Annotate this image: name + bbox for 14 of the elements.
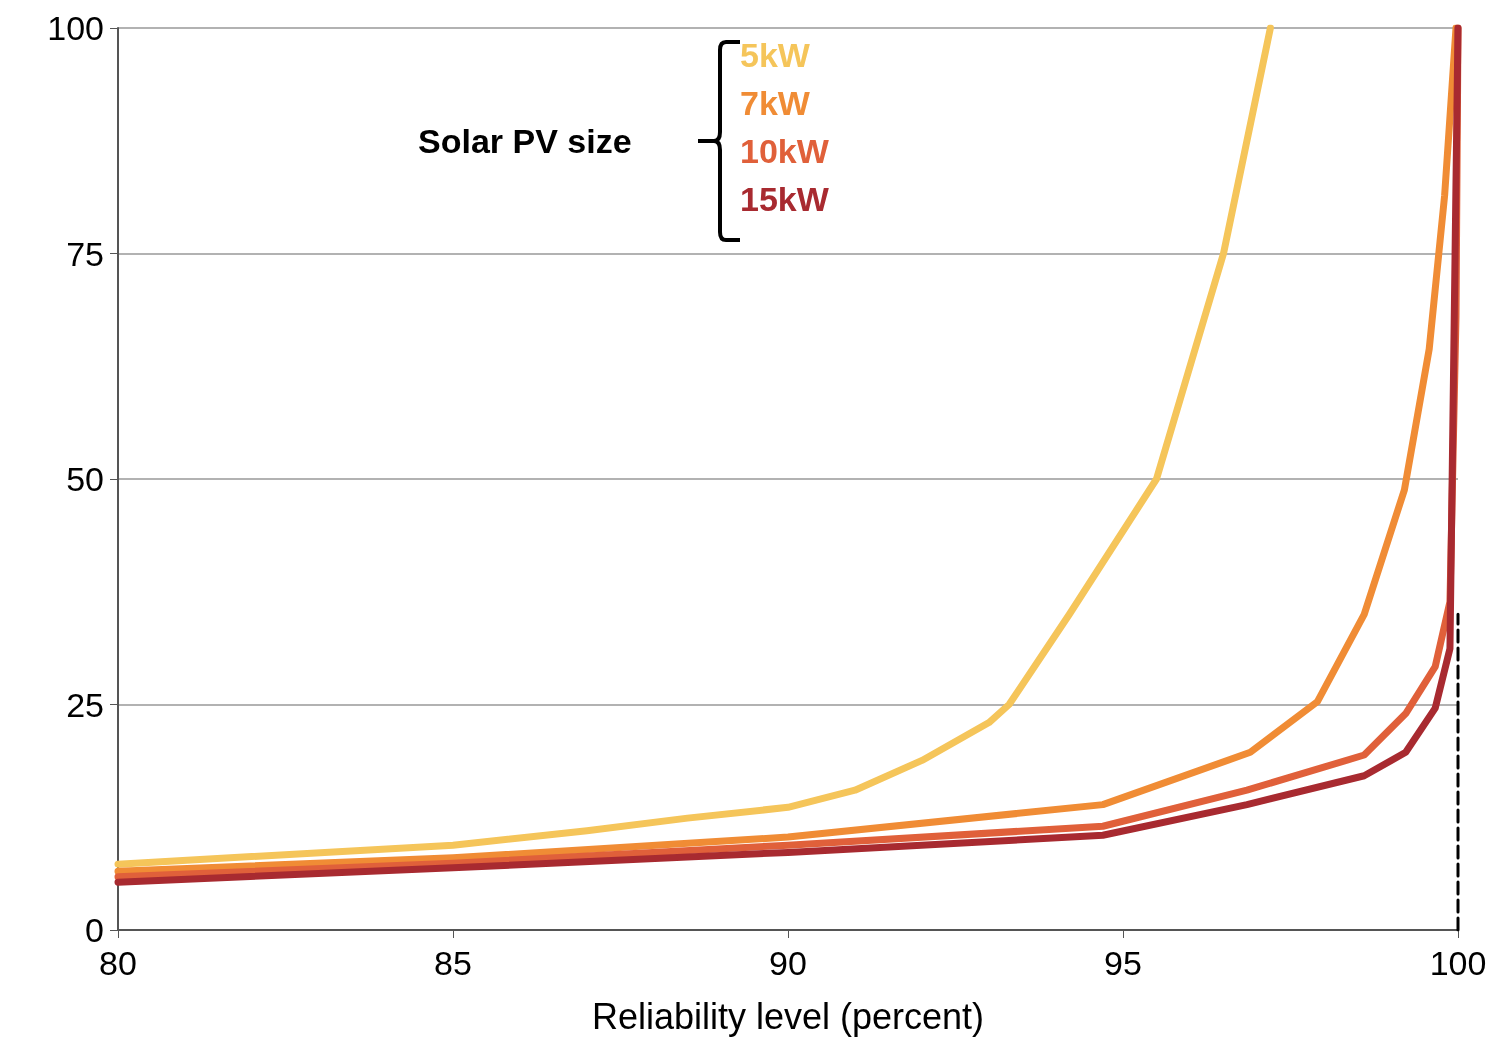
y-tick-label: 75 (66, 234, 104, 273)
y-tick-label: 100 (47, 9, 104, 47)
y-tick-label: 25 (66, 685, 104, 724)
x-tick-label: 95 (1104, 944, 1142, 982)
x-tick-label: 100 (1429, 944, 1487, 982)
x-axis-title: Reliability level (percent) (591, 995, 985, 1037)
legend-title: Solar PV size (418, 122, 632, 160)
text: 7kW (740, 84, 811, 122)
y-tick-label: 50 (66, 460, 104, 498)
x-tick-label: 90 (769, 944, 807, 982)
text: 15kW (740, 180, 830, 218)
text: 5kW (740, 36, 811, 74)
text: 10kW (740, 132, 830, 170)
x-tick-label: 85 (434, 944, 472, 982)
